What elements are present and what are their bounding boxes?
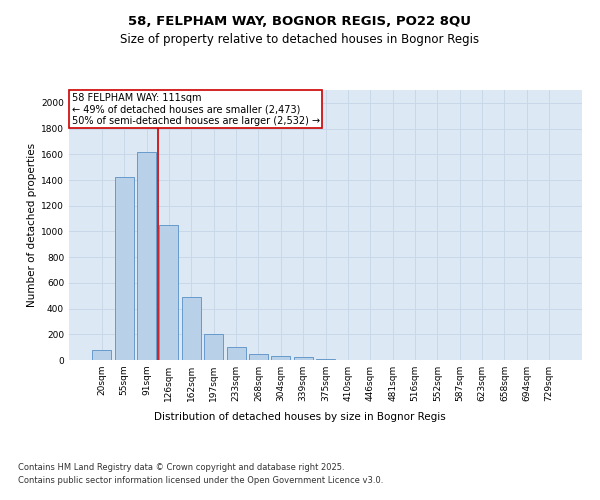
- Text: Contains HM Land Registry data © Crown copyright and database right 2025.: Contains HM Land Registry data © Crown c…: [18, 462, 344, 471]
- Text: Distribution of detached houses by size in Bognor Regis: Distribution of detached houses by size …: [154, 412, 446, 422]
- Bar: [293, 358, 313, 360]
- Text: Size of property relative to detached houses in Bognor Regis: Size of property relative to detached ho…: [121, 32, 479, 46]
- Text: 58, FELPHAM WAY, BOGNOR REGIS, PO22 8QU: 58, FELPHAM WAY, BOGNOR REGIS, PO22 8QU: [128, 15, 472, 28]
- Bar: [271, 356, 290, 360]
- Bar: [249, 354, 268, 360]
- Y-axis label: Number of detached properties: Number of detached properties: [27, 143, 37, 307]
- Bar: [204, 334, 223, 360]
- Bar: [137, 152, 156, 360]
- Bar: [316, 358, 335, 360]
- Bar: [92, 350, 112, 360]
- Text: Contains public sector information licensed under the Open Government Licence v3: Contains public sector information licen…: [18, 476, 383, 485]
- Text: 58 FELPHAM WAY: 111sqm
← 49% of detached houses are smaller (2,473)
50% of semi-: 58 FELPHAM WAY: 111sqm ← 49% of detached…: [71, 92, 320, 126]
- Bar: [160, 225, 178, 360]
- Bar: [115, 178, 134, 360]
- Bar: [227, 347, 245, 360]
- Bar: [182, 297, 201, 360]
